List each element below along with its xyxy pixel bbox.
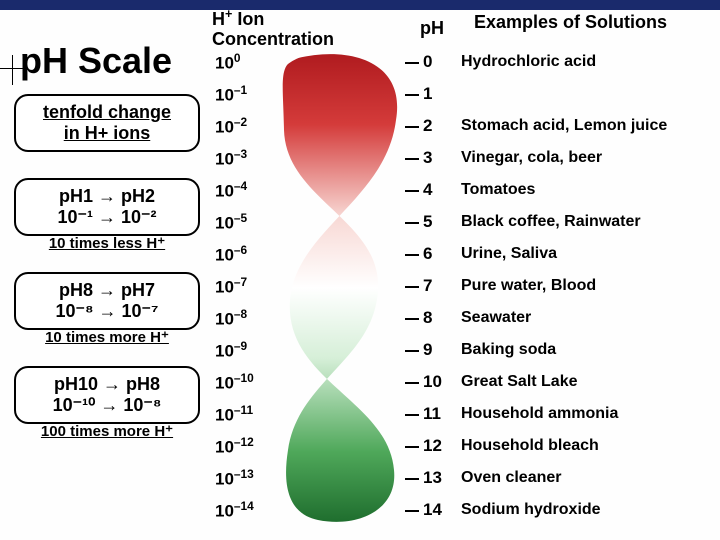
gradient-spacer — [275, 142, 405, 174]
gradient-spacer — [275, 302, 405, 334]
gradient-spacer — [275, 78, 405, 110]
gradient-spacer — [275, 206, 405, 238]
tick-mark — [405, 510, 419, 512]
ph-row: 10–1212Household bleach — [215, 430, 716, 462]
gradient-spacer — [275, 462, 405, 494]
info-box-caption: 10 times less H⁺ — [14, 234, 200, 252]
example-text: Baking soda — [449, 341, 716, 359]
tick-mark — [405, 254, 419, 256]
info-box-line: 10⁻⁸ → 10⁻⁷ — [20, 301, 194, 322]
gradient-spacer — [275, 430, 405, 462]
ph-row: 10–1313Oven cleaner — [215, 462, 716, 494]
gradient-spacer — [275, 334, 405, 366]
tick-mark — [405, 382, 419, 384]
example-text: Pure water, Blood — [449, 277, 716, 295]
gradient-spacer — [275, 398, 405, 430]
gradient-spacer — [275, 270, 405, 302]
tick-mark — [405, 222, 419, 224]
tick-mark — [405, 446, 419, 448]
tick-mark — [405, 318, 419, 320]
col-header-h-concentration: H+ Ion Concentration — [212, 8, 334, 50]
h-concentration-value: 10–1 — [215, 83, 275, 106]
ph-row: 10–11 — [215, 78, 716, 110]
h-concentration-value: 10–8 — [215, 307, 275, 330]
info-box: pH8 → pH710⁻⁸ → 10⁻⁷ — [14, 272, 200, 330]
info-box: tenfold changein H+ ions — [14, 94, 200, 152]
info-box-line: tenfold change — [20, 102, 194, 123]
example-text: Vinegar, cola, beer — [449, 149, 716, 167]
tick-mark — [405, 190, 419, 192]
gradient-spacer — [275, 366, 405, 398]
tick-mark — [405, 126, 419, 128]
h-concentration-value: 10–13 — [215, 467, 275, 490]
ph-row: 10–99Baking soda — [215, 334, 716, 366]
info-box-caption: 10 times more H⁺ — [14, 328, 200, 346]
ph-row: 10–22Stomach acid, Lemon juice — [215, 110, 716, 142]
tick-mark — [405, 62, 419, 64]
ph-row: 1000Hydrochloric acid — [215, 46, 716, 78]
h-concentration-value: 100 — [215, 51, 275, 74]
info-box-caption: 100 times more H⁺ — [14, 422, 200, 440]
ph-row: 10–66Urine, Saliva — [215, 238, 716, 270]
example-text: Stomach acid, Lemon juice — [449, 117, 716, 135]
info-box-line: pH10 → pH8 — [20, 374, 194, 395]
h-concentration-value: 10–7 — [215, 275, 275, 298]
ph-row: 10–44Tomatoes — [215, 174, 716, 206]
top-bar — [0, 0, 720, 10]
example-text: Hydrochloric acid — [449, 53, 716, 71]
h-concentration-value: 10–2 — [215, 115, 275, 138]
info-box: pH1 → pH210⁻¹ → 10⁻² — [14, 178, 200, 236]
example-text: Oven cleaner — [449, 469, 716, 487]
tick-mark — [405, 94, 419, 96]
h-concentration-value: 10–12 — [215, 435, 275, 458]
example-text: Household ammonia — [449, 405, 716, 423]
gradient-spacer — [275, 174, 405, 206]
info-box-line: pH1 → pH2 — [20, 186, 194, 207]
info-box-line: 10⁻¹ → 10⁻² — [20, 207, 194, 228]
tick-mark — [405, 414, 419, 416]
tick-mark — [405, 286, 419, 288]
ph-row: 10–55Black coffee, Rainwater — [215, 206, 716, 238]
gradient-spacer — [275, 110, 405, 142]
h-concentration-value: 10–11 — [215, 403, 275, 426]
info-box-line: in H+ ions — [20, 123, 194, 144]
col-header-examples: Examples of Solutions — [474, 12, 667, 33]
ph-row: 10–1010Great Salt Lake — [215, 366, 716, 398]
h-concentration-value: 10–6 — [215, 243, 275, 266]
info-box: pH10 → pH810⁻¹⁰ → 10⁻⁸ — [14, 366, 200, 424]
axis-decoration — [12, 55, 13, 85]
ph-row: 10–77Pure water, Blood — [215, 270, 716, 302]
example-text: Sodium hydroxide — [449, 501, 716, 519]
ph-row: 10–1414Sodium hydroxide — [215, 494, 716, 526]
example-text: Urine, Saliva — [449, 245, 716, 263]
ph-row: 10–1111Household ammonia — [215, 398, 716, 430]
tick-mark — [405, 350, 419, 352]
example-text: Black coffee, Rainwater — [449, 213, 716, 231]
ph-row: 10–88Seawater — [215, 302, 716, 334]
example-text: Household bleach — [449, 437, 716, 455]
h-concentration-value: 10–10 — [215, 371, 275, 394]
h-concentration-value: 10–3 — [215, 147, 275, 170]
page-title: pH Scale — [20, 40, 172, 82]
ph-row: 10–33Vinegar, cola, beer — [215, 142, 716, 174]
h-concentration-value: 10–9 — [215, 339, 275, 362]
tick-mark — [405, 478, 419, 480]
gradient-spacer — [275, 494, 405, 526]
example-text: Tomatoes — [449, 181, 716, 199]
gradient-spacer — [275, 238, 405, 270]
example-text: Seawater — [449, 309, 716, 327]
tick-mark — [405, 158, 419, 160]
example-text: Great Salt Lake — [449, 373, 716, 391]
col-header-ph: pH — [420, 18, 444, 39]
gradient-spacer — [275, 46, 405, 78]
h-concentration-value: 10–14 — [215, 499, 275, 522]
h-concentration-value: 10–4 — [215, 179, 275, 202]
h-concentration-value: 10–5 — [215, 211, 275, 234]
info-box-line: pH8 → pH7 — [20, 280, 194, 301]
info-box-line: 10⁻¹⁰ → 10⁻⁸ — [20, 395, 194, 416]
